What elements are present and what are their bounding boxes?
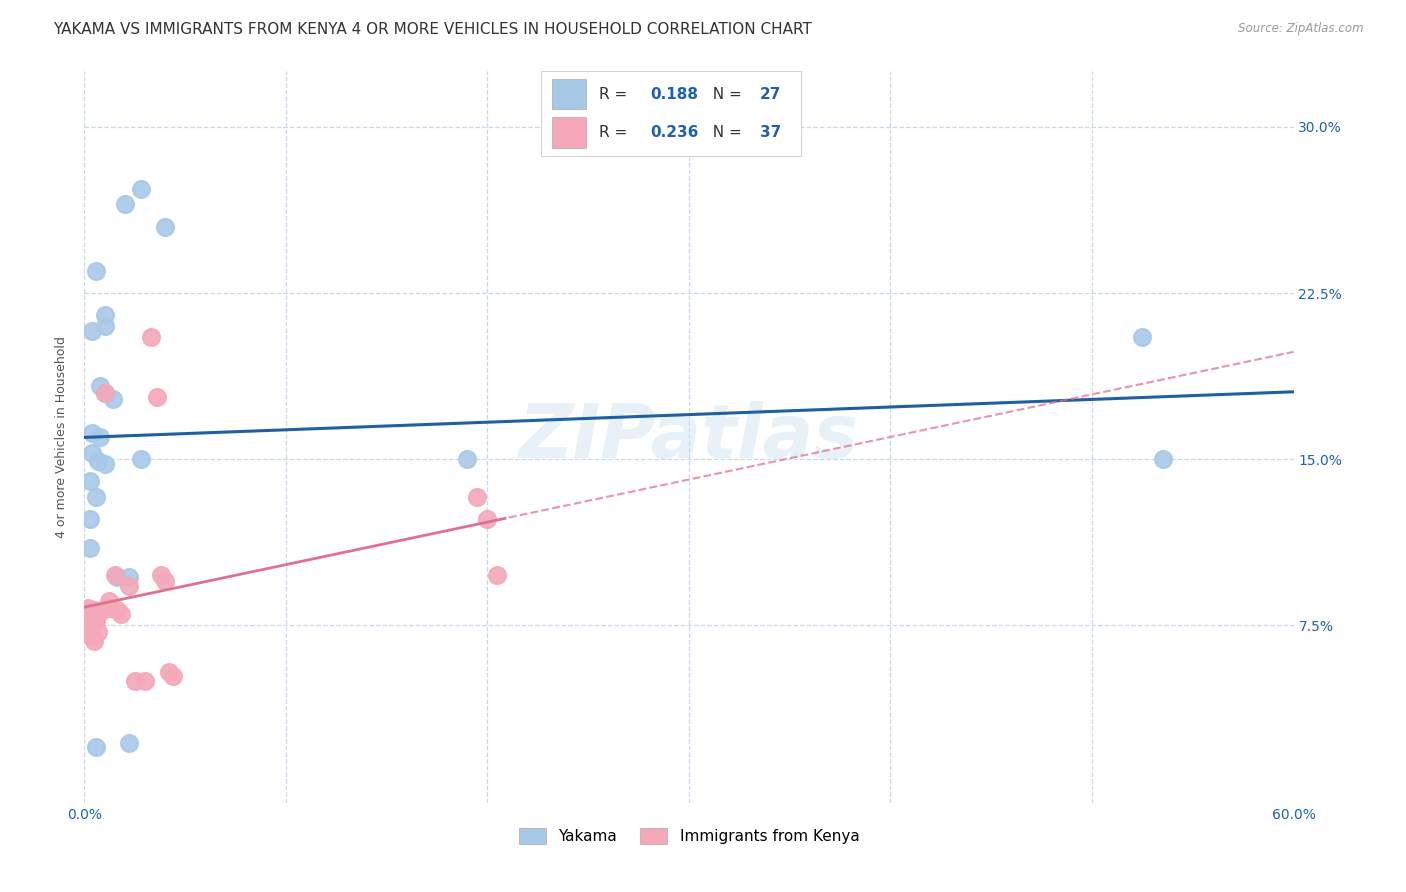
Point (118, 578, 141, 592)
Point (110, 607, 132, 622)
Point (86, 614, 108, 628)
Point (118, 570, 141, 584)
Point (134, 673, 156, 688)
Point (86, 490, 108, 504)
Point (79, 612, 101, 626)
Point (89, 379, 111, 393)
Point (93, 385, 115, 400)
Point (89, 430, 111, 444)
Text: Source: ZipAtlas.com: Source: ZipAtlas.com (1239, 22, 1364, 36)
Point (79, 614, 101, 628)
Point (79, 512, 101, 526)
Point (146, 390, 169, 404)
Point (467, 490, 489, 504)
Point (456, 452, 478, 467)
Point (1132, 330, 1154, 344)
Point (82, 445, 104, 459)
Text: 37: 37 (759, 125, 782, 140)
Point (93, 385, 115, 400)
Point (157, 665, 180, 679)
Text: 0.188: 0.188 (651, 87, 699, 102)
Point (118, 736, 141, 750)
Point (149, 567, 172, 582)
Point (87, 454, 110, 468)
Point (77, 605, 100, 619)
Point (153, 574, 176, 589)
Point (129, 452, 152, 467)
Text: YAKAMA VS IMMIGRANTS FROM KENYA 4 OR MORE VEHICLES IN HOUSEHOLD CORRELATION CHAR: YAKAMA VS IMMIGRANTS FROM KENYA 4 OR MOR… (53, 22, 813, 37)
Text: R =: R = (599, 87, 631, 102)
Point (1152, 452, 1174, 467)
Point (82, 425, 104, 440)
Text: 27: 27 (759, 87, 782, 102)
Point (82, 625, 104, 640)
Text: N =: N = (703, 125, 747, 140)
Point (79, 621, 101, 635)
Point (124, 673, 146, 688)
Point (79, 541, 101, 555)
Legend: Yakama, Immigrants from Kenya: Yakama, Immigrants from Kenya (512, 822, 866, 850)
Text: R =: R = (599, 125, 631, 140)
Point (486, 567, 509, 582)
Point (153, 219, 176, 234)
Point (82, 324, 104, 338)
Point (82, 627, 104, 641)
Point (82, 630, 104, 644)
Point (101, 392, 124, 407)
Point (139, 330, 162, 344)
Point (89, 605, 111, 619)
Point (162, 669, 184, 683)
Point (97, 600, 120, 615)
Point (104, 567, 127, 582)
Point (105, 603, 128, 617)
Point (129, 182, 152, 196)
Point (93, 457, 115, 471)
Point (79, 616, 101, 631)
Point (93, 308, 115, 322)
Point (87, 625, 110, 640)
FancyBboxPatch shape (551, 117, 585, 147)
Point (83, 607, 105, 622)
Point (477, 512, 499, 526)
Point (82, 623, 104, 637)
Text: N =: N = (703, 87, 747, 102)
Text: 0.236: 0.236 (651, 125, 699, 140)
Point (79, 618, 101, 632)
Point (86, 264, 108, 278)
Point (83, 603, 105, 617)
Point (86, 740, 108, 755)
Point (77, 609, 100, 624)
Point (83, 634, 105, 648)
Text: ZIPatlas: ZIPatlas (519, 401, 859, 474)
FancyBboxPatch shape (551, 79, 585, 110)
Point (86, 609, 108, 624)
Point (105, 570, 128, 584)
Point (97, 594, 120, 608)
Point (93, 319, 115, 334)
Y-axis label: 4 or more Vehicles in Household: 4 or more Vehicles in Household (55, 336, 69, 538)
Point (79, 475, 101, 489)
Point (114, 197, 136, 211)
Point (77, 600, 100, 615)
